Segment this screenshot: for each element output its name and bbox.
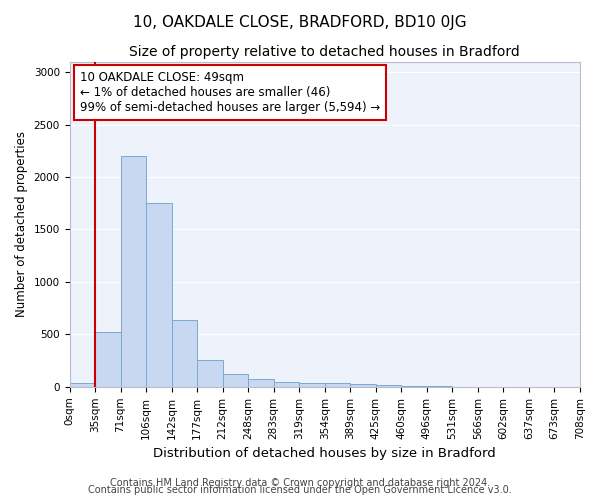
X-axis label: Distribution of detached houses by size in Bradford: Distribution of detached houses by size … xyxy=(154,447,496,460)
Bar xyxy=(376,384,401,387)
Text: 10, OAKDALE CLOSE, BRADFORD, BD10 0JG: 10, OAKDALE CLOSE, BRADFORD, BD10 0JG xyxy=(133,15,467,30)
Bar xyxy=(350,384,376,387)
Title: Size of property relative to detached houses in Bradford: Size of property relative to detached ho… xyxy=(130,45,520,59)
Bar xyxy=(325,382,350,387)
Bar xyxy=(70,383,95,387)
Text: 10 OAKDALE CLOSE: 49sqm
← 1% of detached houses are smaller (46)
99% of semi-det: 10 OAKDALE CLOSE: 49sqm ← 1% of detached… xyxy=(80,72,380,114)
Bar xyxy=(299,382,325,387)
Bar xyxy=(223,374,248,387)
Bar xyxy=(401,386,427,387)
Text: Contains public sector information licensed under the Open Government Licence v3: Contains public sector information licen… xyxy=(88,485,512,495)
Text: Contains HM Land Registry data © Crown copyright and database right 2024.: Contains HM Land Registry data © Crown c… xyxy=(110,478,490,488)
Bar xyxy=(95,332,121,387)
Bar xyxy=(274,382,299,387)
Bar xyxy=(146,203,172,387)
Bar xyxy=(172,320,197,387)
Bar xyxy=(427,386,452,387)
Bar xyxy=(197,360,223,387)
Y-axis label: Number of detached properties: Number of detached properties xyxy=(15,131,28,317)
Bar xyxy=(248,380,274,387)
Bar xyxy=(121,156,146,387)
